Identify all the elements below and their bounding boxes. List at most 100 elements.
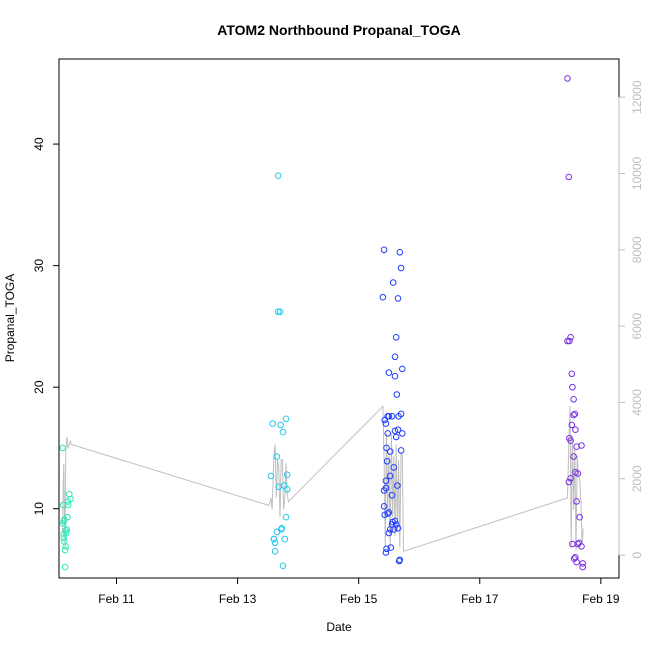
y2-tick-label: 6000 <box>630 312 644 339</box>
data-point <box>394 524 402 532</box>
data-point <box>579 560 587 567</box>
data-point <box>388 492 396 499</box>
x-tick-label: Feb 17 <box>461 592 499 606</box>
data-point <box>396 249 404 256</box>
data-point <box>394 482 401 489</box>
data-point <box>570 453 577 460</box>
data-point <box>391 427 399 435</box>
y2-tick-label: 10000 <box>630 156 644 190</box>
data-point <box>281 535 289 543</box>
data-point <box>392 433 400 441</box>
data-point <box>274 308 282 316</box>
data-point <box>380 487 388 494</box>
data-point <box>62 543 69 550</box>
data-point <box>267 472 275 480</box>
data-point <box>273 528 281 536</box>
data-point <box>61 546 69 554</box>
data-point <box>270 535 278 543</box>
data-point <box>565 173 573 181</box>
data-point <box>564 337 571 345</box>
x-tick-label: Feb 15 <box>340 592 378 606</box>
data-point <box>59 501 67 509</box>
data-point <box>64 501 72 509</box>
y2-tick-label: 12000 <box>630 80 644 114</box>
y-tick-label: 30 <box>32 259 46 273</box>
data-point <box>565 478 573 486</box>
x-axis-label: Date <box>326 620 352 634</box>
y-axis-label: Propanal_TOGA <box>3 274 17 363</box>
data-point <box>566 337 573 345</box>
data-point <box>397 264 405 272</box>
data-point <box>579 563 587 571</box>
data-point <box>271 539 279 547</box>
data-point <box>576 513 583 521</box>
data-point <box>382 549 390 556</box>
data-point <box>386 526 394 533</box>
data-point <box>391 372 399 380</box>
data-point <box>391 353 399 361</box>
data-point <box>274 172 282 179</box>
data-point <box>394 295 402 302</box>
data-point <box>567 437 574 445</box>
data-point <box>382 477 390 485</box>
data-point <box>269 420 277 427</box>
data-point <box>384 430 392 437</box>
data-point <box>283 471 291 479</box>
data-point <box>394 426 402 434</box>
data-point <box>380 246 388 254</box>
chart-title: ATOM2 Northbound Propanal_TOGA <box>217 22 460 38</box>
data-point <box>391 517 399 525</box>
data-point <box>385 529 393 537</box>
data-point <box>568 421 576 429</box>
data-point <box>390 464 398 471</box>
data-point <box>280 482 288 489</box>
data-point <box>399 365 406 373</box>
data-point <box>568 370 576 378</box>
y-tick-label: 40 <box>32 137 46 151</box>
plot-frame <box>58 58 620 579</box>
data-point <box>386 448 394 455</box>
data-point <box>388 413 396 420</box>
data-point <box>380 503 388 510</box>
data-point <box>386 472 394 480</box>
data-point <box>393 391 401 398</box>
data-point <box>385 413 393 420</box>
data-point <box>571 410 579 418</box>
data-point <box>567 334 574 341</box>
data-point <box>61 563 69 571</box>
secondary-series-line <box>62 405 584 552</box>
data-point <box>392 521 400 528</box>
y-tick-label: 20 <box>32 380 46 394</box>
data-point <box>277 421 284 429</box>
scatter-points <box>59 75 587 571</box>
data-point <box>282 415 290 423</box>
data-point <box>575 539 583 547</box>
data-point <box>283 486 291 493</box>
data-point <box>572 554 579 561</box>
data-point <box>279 562 287 570</box>
y-axis-right: 0 2000 4000 6000 8000 10000 12000 <box>618 80 644 558</box>
y-axis-left: 10 20 30 40 <box>32 137 60 515</box>
data-point <box>385 369 393 376</box>
data-point <box>385 509 393 516</box>
data-point <box>61 516 68 524</box>
data-point <box>397 447 405 454</box>
data-point <box>395 413 402 420</box>
data-point <box>279 428 287 436</box>
data-point <box>389 279 397 286</box>
data-point <box>396 556 404 564</box>
y2-tick-label: 2000 <box>630 465 644 492</box>
data-point <box>379 293 387 301</box>
x-tick-label: Feb 19 <box>582 592 620 606</box>
data-point <box>572 426 579 434</box>
data-point <box>60 530 68 538</box>
data-point <box>383 458 391 465</box>
data-point <box>383 545 390 553</box>
secondary-line <box>62 405 584 552</box>
data-point <box>59 444 66 452</box>
data-point <box>273 453 281 460</box>
data-point <box>271 548 279 555</box>
data-point <box>384 510 392 517</box>
x-axis: Feb 11 Feb 13 Feb 15 Feb 17 Feb 19 <box>98 577 620 606</box>
